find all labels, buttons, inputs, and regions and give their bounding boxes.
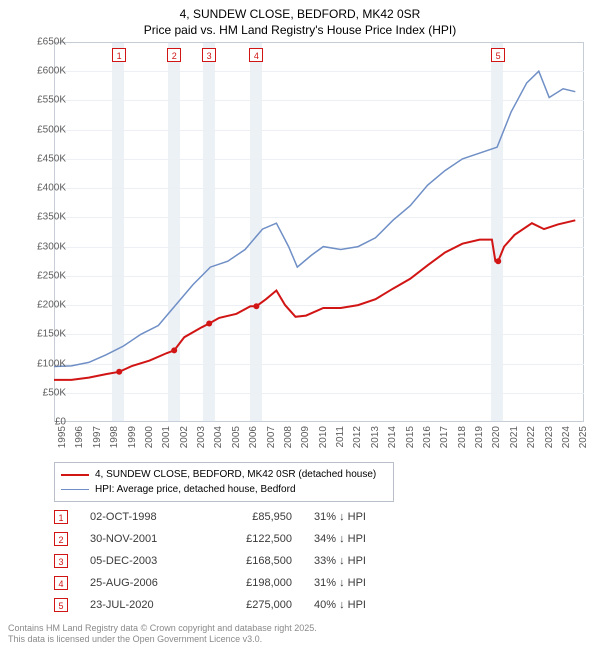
x-axis-label: 2019 [474,426,485,448]
legend: 4, SUNDEW CLOSE, BEDFORD, MK42 0SR (deta… [54,462,394,502]
sale-row-marker: 5 [54,598,68,612]
sale-point [116,369,122,375]
x-axis-label: 2000 [144,426,155,448]
y-axis-label: £150K [18,329,66,340]
y-axis-label: £450K [18,153,66,164]
sale-marker: 3 [202,48,216,62]
x-axis-label: 2015 [405,426,416,448]
x-axis-label: 2009 [300,426,311,448]
legend-label: HPI: Average price, detached house, Bedf… [95,482,296,497]
sale-point [171,347,177,353]
x-axis-label: 2024 [561,426,572,448]
sale-price: £122,500 [212,533,292,545]
title-line2: Price paid vs. HM Land Registry's House … [0,22,600,38]
legend-swatch [61,474,89,476]
x-axis-label: 1996 [74,426,85,448]
sale-date: 02-OCT-1998 [90,511,190,523]
x-axis-label: 2017 [439,426,450,448]
sale-row-marker: 2 [54,532,68,546]
sale-point [253,303,259,309]
x-axis-label: 2004 [213,426,224,448]
x-axis-label: 2013 [370,426,381,448]
x-axis-label: 1998 [109,426,120,448]
sale-marker: 5 [491,48,505,62]
x-axis-label: 2021 [509,426,520,448]
x-axis-label: 2011 [335,426,346,448]
sale-row: 4 25-AUG-2006 £198,000 31% ↓ HPI [54,572,404,594]
y-axis-label: £350K [18,212,66,223]
sale-marker: 4 [249,48,263,62]
sale-pct: 33% ↓ HPI [314,555,404,567]
sale-date: 30-NOV-2001 [90,533,190,545]
sale-point [206,321,212,327]
x-axis-label: 2007 [266,426,277,448]
title-block: 4, SUNDEW CLOSE, BEDFORD, MK42 0SR Price… [0,0,600,38]
plot-svg [54,42,584,422]
y-axis-label: £650K [18,37,66,48]
x-axis-label: 1999 [127,426,138,448]
x-axis-label: 2022 [526,426,537,448]
legend-row: 4, SUNDEW CLOSE, BEDFORD, MK42 0SR (deta… [61,467,387,482]
sale-price: £168,500 [212,555,292,567]
y-axis-label: £400K [18,183,66,194]
sale-pct: 40% ↓ HPI [314,599,404,611]
x-axis-label: 2001 [161,426,172,448]
sale-row: 5 23-JUL-2020 £275,000 40% ↓ HPI [54,594,404,616]
sale-row-marker: 1 [54,510,68,524]
footer-line2: This data is licensed under the Open Gov… [8,634,317,646]
x-axis-label: 2014 [387,426,398,448]
y-axis-label: £250K [18,270,66,281]
x-axis-label: 2002 [179,426,190,448]
x-axis-label: 2003 [196,426,207,448]
sale-row: 2 30-NOV-2001 £122,500 34% ↓ HPI [54,528,404,550]
x-axis-label: 1995 [57,426,68,448]
sale-price: £85,950 [212,511,292,523]
x-axis-label: 2012 [352,426,363,448]
y-axis-label: £100K [18,358,66,369]
sales-table: 1 02-OCT-1998 £85,950 31% ↓ HPI 2 30-NOV-2001… [54,506,404,616]
x-axis-label: 2018 [457,426,468,448]
x-axis-label: 2016 [422,426,433,448]
title-line1: 4, SUNDEW CLOSE, BEDFORD, MK42 0SR [0,6,600,22]
x-axis-label: 2005 [231,426,242,448]
y-axis-label: £600K [18,66,66,77]
x-axis-label: 2025 [578,426,589,448]
x-axis-label: 2008 [283,426,294,448]
sale-row-marker: 3 [54,554,68,568]
sale-pct: 31% ↓ HPI [314,577,404,589]
y-axis-label: £300K [18,241,66,252]
y-axis-label: £0 [18,417,66,428]
sale-pct: 34% ↓ HPI [314,533,404,545]
sale-row: 1 02-OCT-1998 £85,950 31% ↓ HPI [54,506,404,528]
x-axis-label: 2020 [491,426,502,448]
y-axis-label: £50K [18,387,66,398]
series-hpi [54,71,575,366]
sale-point [495,258,501,264]
sale-date: 25-AUG-2006 [90,577,190,589]
chart-container: 4, SUNDEW CLOSE, BEDFORD, MK42 0SR Price… [0,0,600,650]
legend-label: 4, SUNDEW CLOSE, BEDFORD, MK42 0SR (deta… [95,467,376,482]
x-axis-label: 2023 [544,426,555,448]
x-axis-label: 1997 [92,426,103,448]
sale-price: £275,000 [212,599,292,611]
footer: Contains HM Land Registry data © Crown c… [8,623,317,646]
sale-row-marker: 4 [54,576,68,590]
sale-price: £198,000 [212,577,292,589]
sale-date: 23-JUL-2020 [90,599,190,611]
y-axis-label: £550K [18,95,66,106]
y-axis-label: £200K [18,300,66,311]
legend-row: HPI: Average price, detached house, Bedf… [61,482,387,497]
legend-swatch [61,489,89,490]
series-price_paid [54,220,575,380]
sale-date: 05-DEC-2003 [90,555,190,567]
x-axis-label: 2010 [318,426,329,448]
x-axis-label: 2006 [248,426,259,448]
sale-pct: 31% ↓ HPI [314,511,404,523]
chart-area: 12345 1995199619971998199920002001200220… [54,42,584,422]
sale-row: 3 05-DEC-2003 £168,500 33% ↓ HPI [54,550,404,572]
y-axis-label: £500K [18,124,66,135]
footer-line1: Contains HM Land Registry data © Crown c… [8,623,317,635]
sale-marker: 1 [112,48,126,62]
sale-marker: 2 [167,48,181,62]
